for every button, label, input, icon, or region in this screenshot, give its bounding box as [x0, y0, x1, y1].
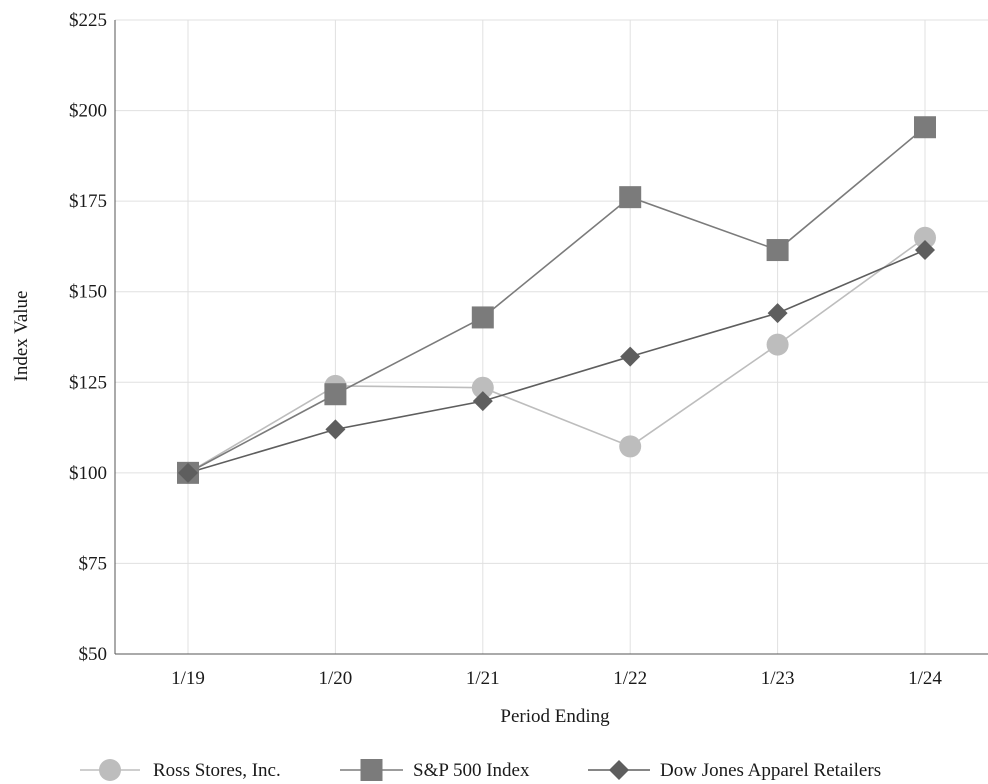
legend-marker-square	[360, 759, 383, 781]
series-line-circle	[187, 237, 926, 474]
data-point-square	[619, 186, 642, 209]
y-tick-labels: $225 $200 $175 $150 $125 $100 $75 $50	[69, 10, 107, 665]
legend-label: S&P 500 Index	[413, 760, 530, 781]
legend-item: S&P 500 Index	[340, 759, 530, 781]
x-tick-label: 1/20	[319, 668, 353, 689]
series-line-diamond	[187, 249, 926, 474]
y-tick-label: $175	[69, 191, 107, 212]
data-point-circle	[619, 435, 642, 458]
x-tick-label: 1/21	[466, 668, 500, 689]
data-point-diamond	[767, 303, 788, 324]
data-point-circle	[914, 226, 936, 249]
data-point-square	[766, 239, 789, 262]
x-tick-label: 1/19	[171, 668, 205, 689]
grid-lines	[115, 19, 988, 654]
axes	[114, 20, 988, 655]
data-point-diamond	[915, 240, 935, 261]
data-point-diamond	[178, 462, 198, 483]
x-axis-title: Period Ending	[500, 706, 610, 727]
data-point-square	[914, 116, 936, 139]
legend: Ross Stores, Inc. S&P 500 Index Dow Jones …	[80, 759, 881, 781]
data-point-circle	[471, 376, 494, 399]
y-tick-label: $125	[69, 372, 107, 393]
y-tick-label: $50	[79, 644, 108, 665]
data-point-diamond	[325, 419, 346, 440]
data-point-circle	[766, 333, 789, 356]
x-tick-labels: 1/19 1/20 1/21 1/22 1/23 1/24	[171, 668, 942, 689]
y-tick-label: $225	[69, 10, 107, 31]
legend-label: Ross Stores, Inc.	[153, 760, 281, 781]
legend-label: Dow Jones Apparel Retailers	[660, 760, 881, 781]
x-tick-label: 1/22	[613, 668, 647, 689]
data-point-square	[324, 383, 347, 406]
data-series	[177, 116, 936, 484]
legend-item: Dow Jones Apparel Retailers	[588, 760, 881, 781]
data-point-diamond	[472, 391, 493, 412]
legend-marker-circle	[99, 759, 121, 781]
legend-marker-diamond	[609, 760, 629, 780]
data-point-diamond	[620, 346, 641, 367]
data-point-square	[471, 306, 494, 329]
series-line-square	[187, 126, 926, 474]
y-tick-label: $100	[69, 463, 107, 484]
y-tick-label: $200	[69, 101, 107, 122]
y-axis-title: Index Value	[11, 291, 32, 382]
x-tick-label: 1/24	[908, 668, 942, 689]
legend-item: Ross Stores, Inc.	[80, 759, 281, 781]
y-tick-label: $150	[69, 282, 107, 303]
x-tick-label: 1/23	[761, 668, 795, 689]
y-tick-label: $75	[79, 553, 108, 574]
